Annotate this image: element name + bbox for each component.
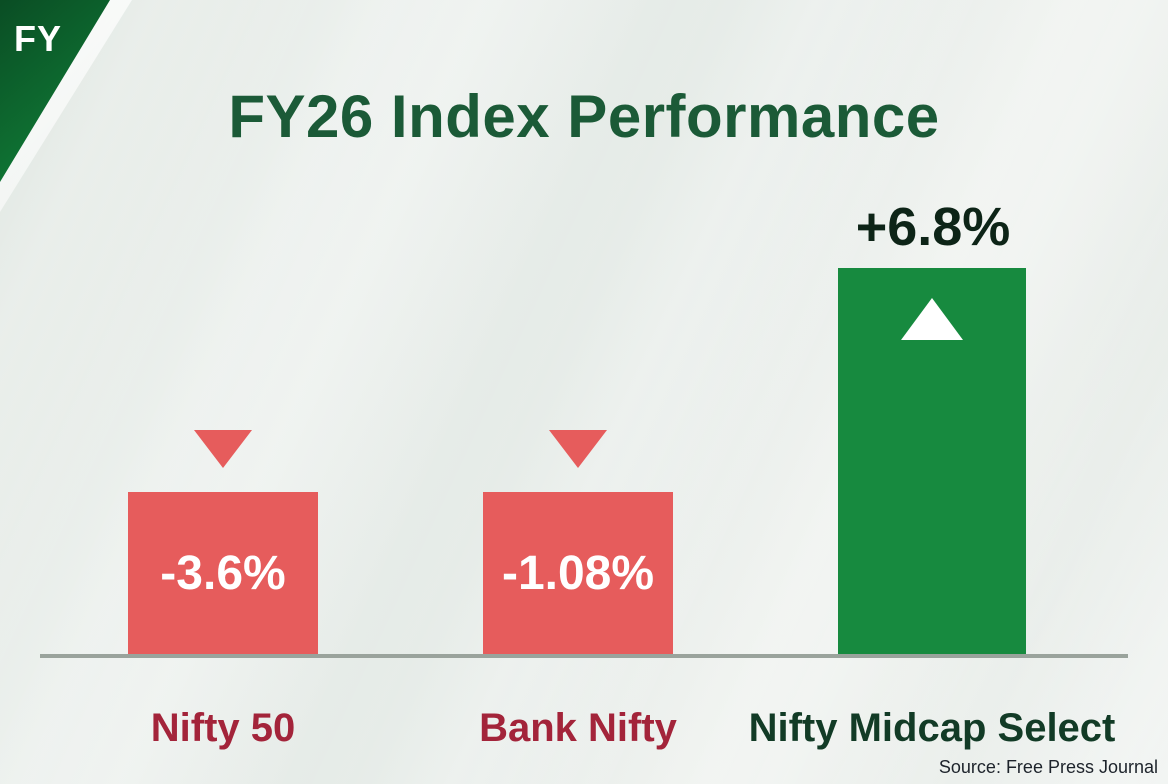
bar-nifty50: -3.6% [128,492,318,654]
bar-value-midcap: +6.8% [855,197,1011,257]
bar-midcap [838,268,1026,654]
down-triangle-icon [549,430,607,468]
down-triangle-icon [194,430,252,468]
chart-title: FY26 Index Performance [228,83,940,150]
source-credit: Source: Free Press Journal [938,757,1158,777]
baseline-axis [40,654,1128,658]
bar-value-nifty50: -3.6% [160,546,286,600]
category-label-banknifty: Bank Nifty [479,706,677,750]
category-label-nifty50: Nifty 50 [150,706,296,750]
fy-badge-label: FY [14,18,63,59]
bar-value-banknifty: -1.08% [501,546,655,600]
up-triangle-icon [901,298,963,340]
category-label-midcap: Nifty Midcap Select [748,706,1116,750]
bar-banknifty: -1.08% [483,492,673,654]
